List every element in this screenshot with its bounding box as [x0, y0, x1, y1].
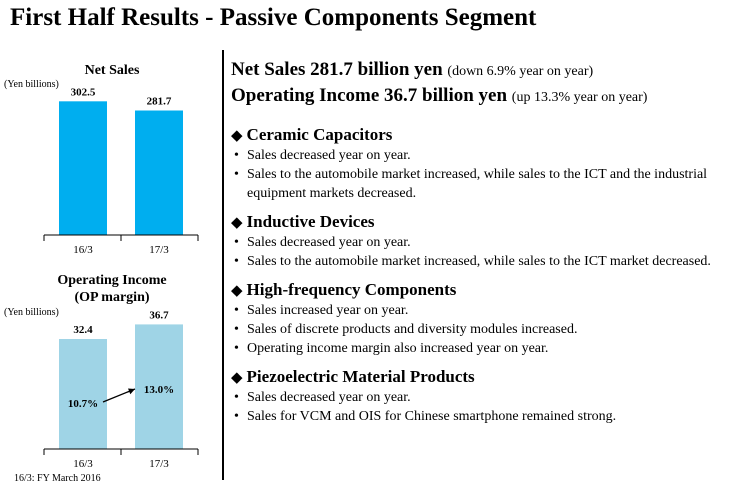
diamond-icon: ◆	[231, 126, 243, 144]
summary-panel: Net Sales 281.7 billion yen (down 6.9% y…	[231, 58, 746, 426]
bullet-text: Sales of discrete products and diversity…	[247, 322, 578, 337]
bullet-icon: •	[234, 148, 239, 163]
x-tick-label: 16/3	[73, 458, 93, 470]
chart-title: Net Sales	[85, 63, 140, 78]
section-title-text: Ceramic Capacitors	[246, 125, 393, 144]
footnote: 16/3: FY March 2016	[14, 473, 101, 484]
bullet-list: • Sales decreased year on year. • Sales to…	[231, 233, 746, 271]
section-title-text: Inductive Devices	[246, 212, 375, 231]
bullet-text: Sales decreased year on year.	[247, 148, 411, 163]
bullet-list: • Sales decreased year on year. • Sales to…	[231, 146, 746, 203]
bullet-text: Sales increased year on year.	[247, 303, 409, 318]
bullet-item: • Sales to the automobile market increase…	[231, 252, 746, 271]
bullet-item: • Sales decreased year on year.	[231, 146, 746, 165]
bullet-text: Sales for VCM and OIS for Chinese smartp…	[247, 409, 617, 424]
margin-arrow-head	[128, 388, 135, 395]
section-ceramic-capacitors: ◆ Ceramic Capacitors • Sales decreased yea…	[231, 124, 746, 203]
section-title-text: High-frequency Components	[246, 280, 457, 299]
margin-label: 10.7%	[68, 398, 98, 410]
margin-label: 13.0%	[144, 384, 174, 396]
bullet-icon: •	[234, 322, 239, 337]
diamond-icon: ◆	[231, 281, 243, 299]
operating-income-chart-svg: Operating Income (OP margin) (Yen billions…	[4, 273, 199, 470]
bullet-icon: •	[234, 390, 239, 405]
operating-income-headline-main: Operating Income 36.7 billion yen	[231, 85, 508, 106]
chart-subtitle: (OP margin)	[74, 290, 149, 305]
bullet-icon: •	[234, 167, 239, 182]
bullet-list: • Sales increased year on year. • Sales of…	[231, 301, 746, 358]
net-sales-chart-svg: Net Sales (Yen billions) 302.5 16/3 281.7 17/…	[4, 63, 199, 256]
bullet-item: • Sales decreased year on year.	[231, 388, 746, 407]
section-title: ◆ High-frequency Components	[231, 279, 746, 301]
x-tick-label: 17/3	[149, 244, 169, 256]
y-axis-label: (Yen billions)	[4, 79, 59, 90]
operating-income-headline: Operating Income 36.7 billion yen (up 13…	[231, 84, 746, 110]
bullet-item: • Sales for VCM and OIS for Chinese smart…	[231, 407, 746, 426]
bullet-icon: •	[234, 409, 239, 424]
section-title: ◆ Inductive Devices	[231, 211, 746, 233]
bullet-list: • Sales decreased year on year. • Sales fo…	[231, 388, 746, 426]
operating-income-chart: Operating Income (OP margin) (Yen billions…	[0, 270, 215, 470]
bar	[135, 324, 183, 449]
x-tick-label: 16/3	[73, 244, 93, 256]
chart-title: Operating Income	[57, 273, 166, 288]
net-sales-headline-main: Net Sales 281.7 billion yen	[231, 59, 443, 80]
bullet-text: Operating income margin also increased y…	[247, 341, 549, 356]
section-piezoelectric-material-products: ◆ Piezoelectric Material Products • Sales …	[231, 366, 746, 426]
section-title: ◆ Piezoelectric Material Products	[231, 366, 746, 388]
bullet-text: Sales decreased year on year.	[247, 390, 411, 405]
bullet-item: • Sales decreased year on year.	[231, 233, 746, 252]
bullet-item: • Sales of discrete products and diversit…	[231, 320, 746, 339]
bullet-icon: •	[234, 303, 239, 318]
net-sales-headline-note: (down 6.9% year on year)	[447, 64, 594, 79]
data-label: 36.7	[149, 309, 169, 321]
bullet-icon: •	[234, 341, 239, 356]
bullet-item: • Sales to the automobile market increase…	[231, 165, 746, 203]
diamond-icon: ◆	[231, 213, 243, 231]
bullet-icon: •	[234, 235, 239, 250]
bullet-text: Sales decreased year on year.	[247, 235, 411, 250]
data-label: 302.5	[71, 86, 96, 98]
page-title: First Half Results - Passive Components …	[10, 4, 537, 31]
bullet-item: • Operating income margin also increased …	[231, 339, 746, 358]
diamond-icon: ◆	[231, 368, 243, 386]
bar	[135, 110, 183, 235]
bar	[59, 101, 107, 235]
section-title-text: Piezoelectric Material Products	[246, 367, 475, 386]
bullet-text: Sales to the automobile market increased…	[247, 167, 708, 201]
bullet-icon: •	[234, 254, 239, 269]
section-title: ◆ Ceramic Capacitors	[231, 124, 746, 146]
y-axis-label: (Yen billions)	[4, 307, 59, 318]
x-tick-label: 17/3	[149, 458, 169, 470]
vertical-divider	[222, 50, 224, 480]
data-label: 32.4	[73, 324, 93, 336]
bullet-text: Sales to the automobile market increased…	[247, 254, 711, 269]
net-sales-chart: Net Sales (Yen billions) 302.5 16/3 281.7 17/…	[0, 58, 215, 263]
section-high-frequency-components: ◆ High-frequency Components • Sales increa…	[231, 279, 746, 358]
bullet-item: • Sales increased year on year.	[231, 301, 746, 320]
operating-income-headline-note: (up 13.3% year on year)	[511, 90, 648, 105]
section-inductive-devices: ◆ Inductive Devices • Sales decreased year…	[231, 211, 746, 271]
net-sales-headline: Net Sales 281.7 billion yen (down 6.9% y…	[231, 58, 746, 84]
data-label: 281.7	[147, 96, 172, 108]
bar	[59, 339, 107, 449]
